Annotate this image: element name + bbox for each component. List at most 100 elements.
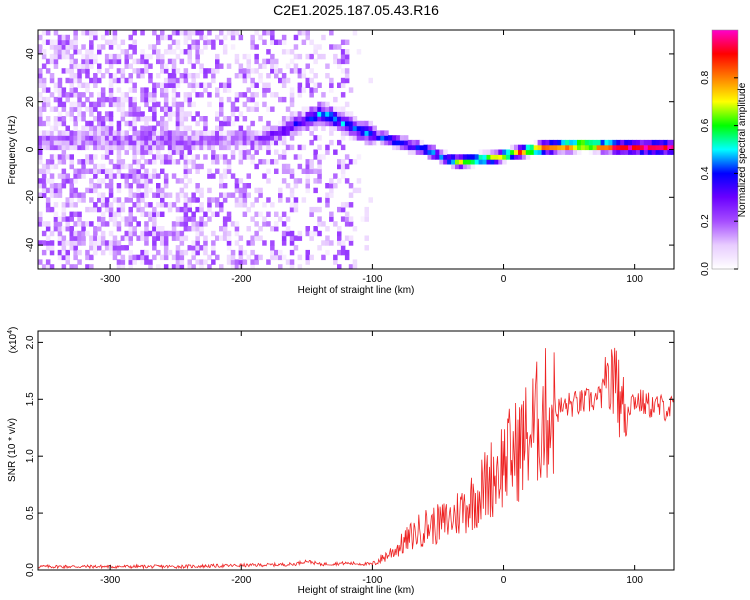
heatmap-cell <box>128 63 133 69</box>
heatmap-cell <box>175 106 181 112</box>
heatmap-cell <box>329 192 334 198</box>
heatmap-cell <box>270 106 275 112</box>
heatmap-cell <box>344 125 350 131</box>
heatmap-cell <box>61 139 67 146</box>
heatmap-cell <box>317 168 322 174</box>
heatmap-cell <box>53 211 59 217</box>
heatmap-cell <box>195 168 200 174</box>
heatmap-cell <box>207 216 212 222</box>
heatmap-cell <box>301 116 307 122</box>
heatmap-cell <box>262 135 267 141</box>
heatmap-cell <box>620 149 625 155</box>
heatmap-cell <box>171 63 177 69</box>
heatmap-cell <box>215 87 220 93</box>
heatmap-cell <box>439 154 444 160</box>
heatmap-cell <box>132 87 137 93</box>
heatmap-cell <box>69 216 74 222</box>
heatmap-cell <box>57 53 63 60</box>
heatmap-cell <box>167 159 173 165</box>
heatmap-cell <box>281 211 287 217</box>
heatmap-cell <box>136 235 141 241</box>
heatmap-cell <box>69 111 74 117</box>
heatmap-cell <box>490 149 495 155</box>
heatmap-cell <box>148 144 153 151</box>
heatmap-cell <box>293 197 299 203</box>
heatmap-cell <box>234 183 240 189</box>
heatmap-cell <box>104 173 110 179</box>
heatmap-cell <box>203 125 208 131</box>
heatmap-cell <box>73 245 78 251</box>
heatmap-cell <box>120 159 126 165</box>
heatmap-cell <box>136 254 141 261</box>
heatmap-cell <box>195 221 200 227</box>
heatmap-cell <box>116 135 122 141</box>
heatmap-cell <box>124 139 129 146</box>
heatmap-cell <box>297 254 303 261</box>
heatmap-cell <box>647 139 653 146</box>
heatmap-cell <box>356 178 362 184</box>
heatmap-cell <box>81 92 86 98</box>
heatmap-cell <box>207 135 212 141</box>
heatmap-cell <box>309 159 314 165</box>
heatmap-cell <box>41 139 47 146</box>
heatmap-cell <box>73 130 78 136</box>
heatmap-cell <box>486 149 491 155</box>
heatmap-cell <box>317 111 322 117</box>
heatmap-cell <box>69 116 74 122</box>
heatmap-cell <box>112 144 118 151</box>
heatmap-cell <box>297 73 303 79</box>
heatmap-cell <box>215 144 220 151</box>
heatmap-cell <box>321 240 326 246</box>
heatmap-cell <box>222 135 228 141</box>
heatmap-cell <box>254 135 259 141</box>
heatmap-cell <box>163 254 169 261</box>
heatmap-cell <box>160 130 165 136</box>
heatmap-cell <box>97 101 102 108</box>
heatmap-cell <box>266 139 271 146</box>
heatmap-cell <box>41 120 47 127</box>
heatmap-cell <box>93 245 98 251</box>
heatmap-cell <box>242 130 248 136</box>
heatmap-cell <box>219 106 224 112</box>
heatmap-cell <box>254 149 259 155</box>
heatmap-cell <box>191 101 196 108</box>
heatmap-cell <box>577 144 582 151</box>
heatmap-cell <box>160 139 165 146</box>
heatmap-cell <box>175 116 181 122</box>
heatmap-cell <box>340 106 346 112</box>
heatmap-cell <box>219 82 224 88</box>
heatmap-cell <box>112 101 118 108</box>
heatmap-cell <box>81 240 86 246</box>
heatmap-cell <box>144 130 149 136</box>
heatmap-cell <box>270 159 275 165</box>
heatmap-cell <box>258 73 263 79</box>
heatmap-cell <box>226 139 232 146</box>
heatmap-cell <box>65 125 70 131</box>
heatmap-cell <box>144 149 149 155</box>
heatmap-cell <box>392 144 397 151</box>
heatmap-cell <box>337 125 342 131</box>
heatmap-cell <box>171 87 177 93</box>
heatmap-cell <box>73 63 78 69</box>
heatmap-cell <box>128 240 133 246</box>
heatmap-cell <box>132 159 137 165</box>
heatmap-cell <box>274 39 279 45</box>
heatmap-cell <box>333 96 338 103</box>
heatmap-cell <box>89 254 94 261</box>
heatmap-cell <box>81 168 86 174</box>
heatmap-cell <box>537 144 543 151</box>
heatmap-cell <box>329 139 334 146</box>
heatmap-cell <box>128 87 133 93</box>
heatmap-cell <box>108 202 114 208</box>
heatmap-cell <box>144 135 149 141</box>
heatmap-cell <box>85 96 90 103</box>
heatmap-cell <box>97 206 102 213</box>
heatmap-cell <box>148 230 153 237</box>
heatmap-cell <box>85 139 90 146</box>
heatmap-cell <box>179 120 185 127</box>
heatmap-cell <box>285 116 291 122</box>
heatmap-cell <box>199 49 204 55</box>
heatmap-cell <box>191 82 196 88</box>
heatmap-cell <box>144 183 149 189</box>
heatmap-cell <box>270 68 275 74</box>
